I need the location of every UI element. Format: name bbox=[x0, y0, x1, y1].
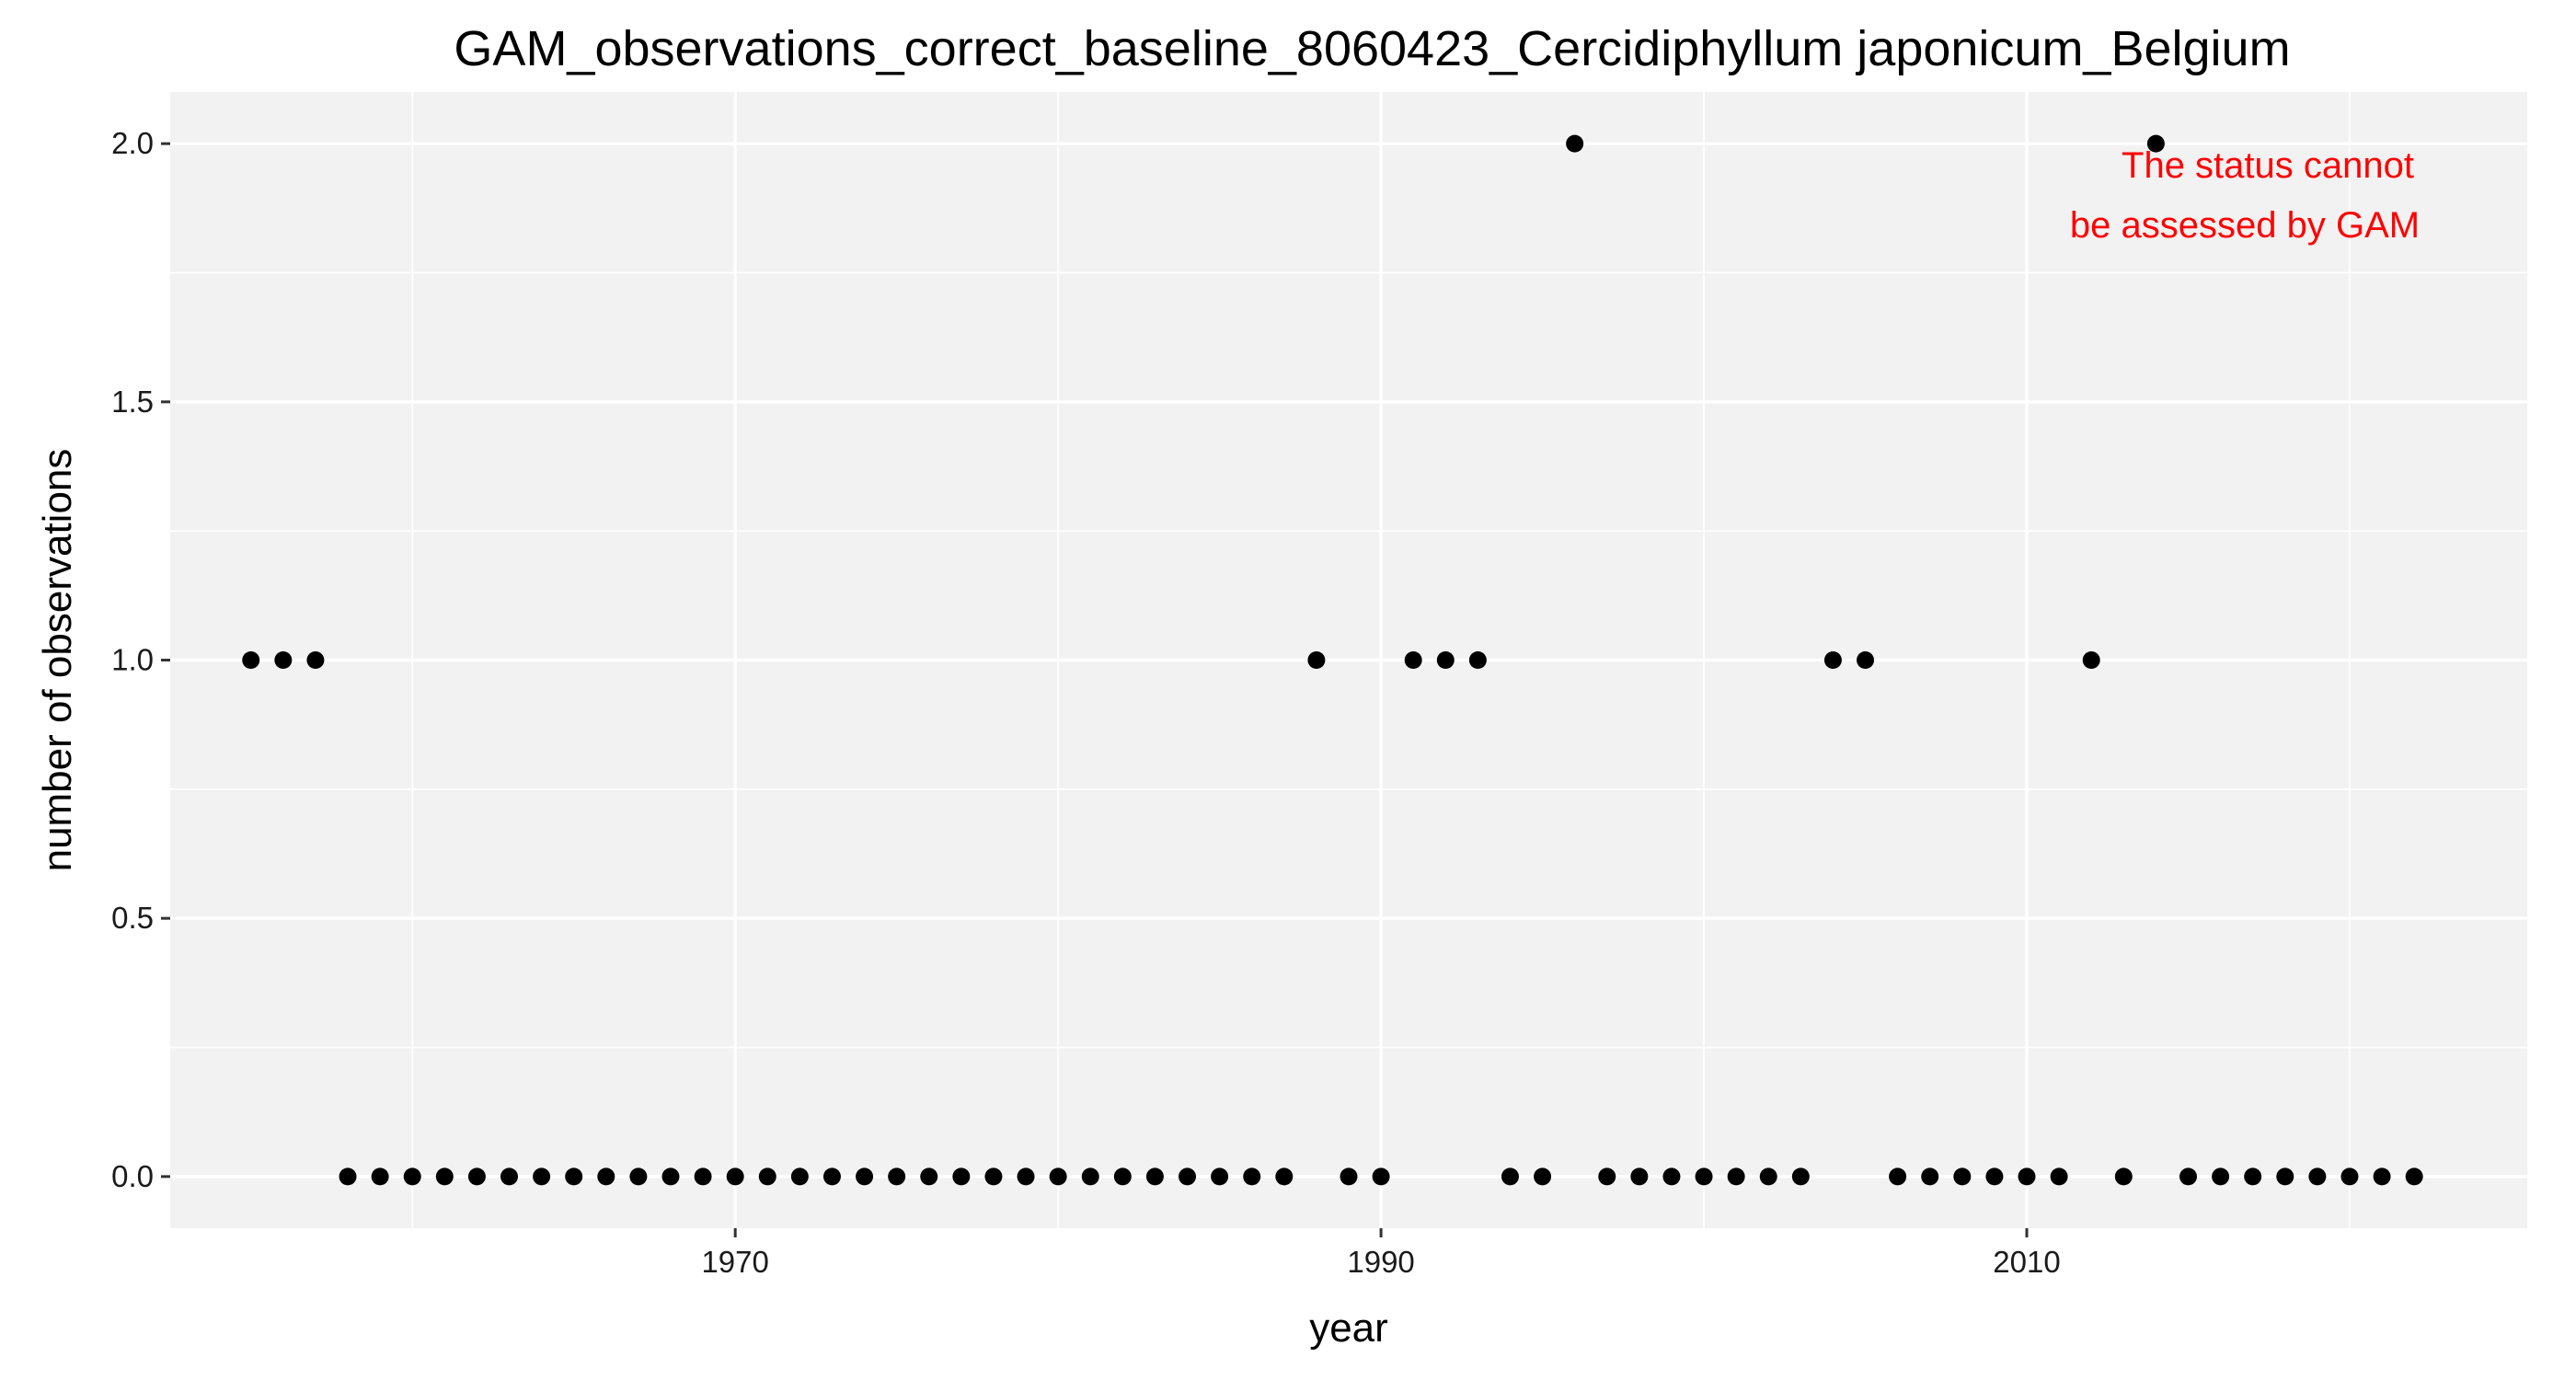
data-point bbox=[1468, 651, 1487, 669]
data-point bbox=[371, 1167, 389, 1186]
data-point bbox=[1759, 1167, 1777, 1186]
data-point bbox=[2050, 1167, 2068, 1186]
data-point bbox=[2405, 1167, 2423, 1186]
data-point bbox=[597, 1167, 615, 1186]
data-point bbox=[1372, 1167, 1390, 1186]
data-point bbox=[758, 1167, 776, 1186]
y-tick-label: 1.0 bbox=[111, 643, 154, 677]
data-points bbox=[242, 134, 2423, 1186]
data-point bbox=[339, 1167, 357, 1186]
data-point bbox=[1889, 1167, 1907, 1186]
data-point bbox=[952, 1167, 971, 1186]
data-point bbox=[1985, 1167, 2004, 1186]
data-point bbox=[1113, 1167, 1132, 1186]
data-point bbox=[694, 1167, 712, 1186]
data-point bbox=[2276, 1167, 2294, 1186]
x-tick-label: 1990 bbox=[1347, 1245, 1414, 1279]
data-point bbox=[1630, 1167, 1649, 1186]
data-point bbox=[1017, 1167, 1035, 1186]
y-tick-label: 0.5 bbox=[111, 901, 154, 935]
x-axis: 1970 1990 2010 bbox=[701, 1228, 2061, 1279]
data-point bbox=[2373, 1167, 2391, 1186]
data-point bbox=[565, 1167, 583, 1186]
data-point bbox=[1081, 1167, 1099, 1186]
x-tick-label: 2010 bbox=[1993, 1245, 2060, 1279]
data-point bbox=[1501, 1167, 1519, 1186]
minor-gridlines bbox=[170, 92, 2527, 1228]
data-point bbox=[1857, 651, 1875, 669]
y-tick-label: 1.5 bbox=[111, 385, 154, 419]
data-point bbox=[920, 1167, 938, 1186]
data-point bbox=[1534, 1167, 1552, 1186]
data-point bbox=[2308, 1167, 2327, 1186]
data-point bbox=[629, 1167, 648, 1186]
data-point bbox=[2082, 651, 2100, 669]
x-tick-label: 1970 bbox=[701, 1245, 768, 1279]
data-point bbox=[500, 1167, 519, 1186]
data-point bbox=[2244, 1167, 2262, 1186]
data-point bbox=[1823, 651, 1842, 669]
data-point bbox=[1791, 1167, 1810, 1186]
data-point bbox=[1275, 1167, 1294, 1186]
data-point bbox=[306, 651, 325, 669]
major-gridlines bbox=[170, 92, 2527, 1228]
annotation-line-2: be assessed by GAM bbox=[2070, 205, 2420, 246]
data-point bbox=[1727, 1167, 1745, 1186]
y-tick-label: 0.0 bbox=[111, 1159, 154, 1193]
data-point bbox=[1211, 1167, 1229, 1186]
x-axis-title: year bbox=[1309, 1305, 1388, 1351]
y-axis-title: number of observations bbox=[35, 449, 80, 872]
data-point bbox=[2146, 134, 2165, 153]
data-point bbox=[435, 1167, 454, 1186]
data-point bbox=[1404, 651, 1422, 669]
data-point bbox=[1921, 1167, 1939, 1186]
data-point bbox=[888, 1167, 906, 1186]
y-axis: 0.0 0.5 1.0 1.5 2.0 bbox=[111, 126, 170, 1193]
data-point bbox=[1145, 1167, 1164, 1186]
data-point bbox=[1340, 1167, 1358, 1186]
data-point bbox=[1953, 1167, 1972, 1186]
data-point bbox=[2179, 1167, 2197, 1186]
data-point bbox=[822, 1167, 841, 1186]
data-point bbox=[403, 1167, 421, 1186]
data-point bbox=[1566, 134, 1584, 153]
data-point bbox=[533, 1167, 551, 1186]
data-point bbox=[984, 1167, 1003, 1186]
data-point bbox=[1695, 1167, 1713, 1186]
data-point bbox=[2018, 1167, 2036, 1186]
data-point bbox=[2114, 1167, 2133, 1186]
data-point bbox=[2212, 1167, 2230, 1186]
data-point bbox=[1307, 651, 1326, 669]
data-point bbox=[1436, 651, 1455, 669]
data-point bbox=[1598, 1167, 1616, 1186]
data-point bbox=[242, 651, 260, 669]
data-point bbox=[661, 1167, 680, 1186]
data-point bbox=[274, 651, 293, 669]
data-point bbox=[1662, 1167, 1681, 1186]
data-point bbox=[1179, 1167, 1197, 1186]
annotation-line-1: The status cannot bbox=[2122, 145, 2414, 186]
data-point bbox=[1243, 1167, 1261, 1186]
y-tick-label: 2.0 bbox=[111, 126, 154, 160]
data-point bbox=[726, 1167, 744, 1186]
data-point bbox=[790, 1167, 809, 1186]
data-point bbox=[1049, 1167, 1067, 1186]
data-point bbox=[856, 1167, 874, 1186]
chart-title: GAM_observations_correct_baseline_806042… bbox=[454, 21, 2291, 76]
data-point bbox=[467, 1167, 486, 1186]
data-point bbox=[2340, 1167, 2359, 1186]
